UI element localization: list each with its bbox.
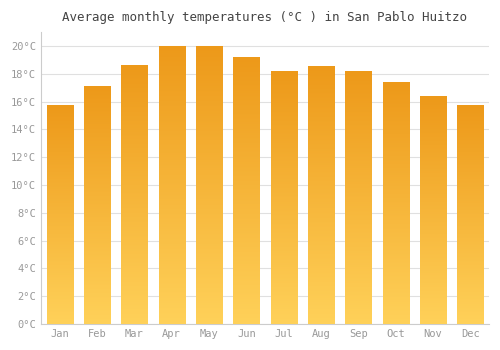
- Bar: [420, 96, 446, 324]
- Title: Average monthly temperatures (°C ) in San Pablo Huitzo: Average monthly temperatures (°C ) in Sa…: [62, 11, 468, 24]
- Bar: [196, 46, 222, 324]
- Bar: [84, 86, 110, 324]
- Bar: [382, 82, 408, 324]
- Bar: [308, 67, 334, 324]
- Bar: [158, 46, 184, 324]
- Bar: [345, 71, 372, 324]
- Bar: [457, 106, 483, 324]
- Bar: [270, 71, 296, 324]
- Bar: [233, 57, 260, 324]
- Bar: [121, 65, 148, 324]
- Bar: [46, 106, 72, 324]
